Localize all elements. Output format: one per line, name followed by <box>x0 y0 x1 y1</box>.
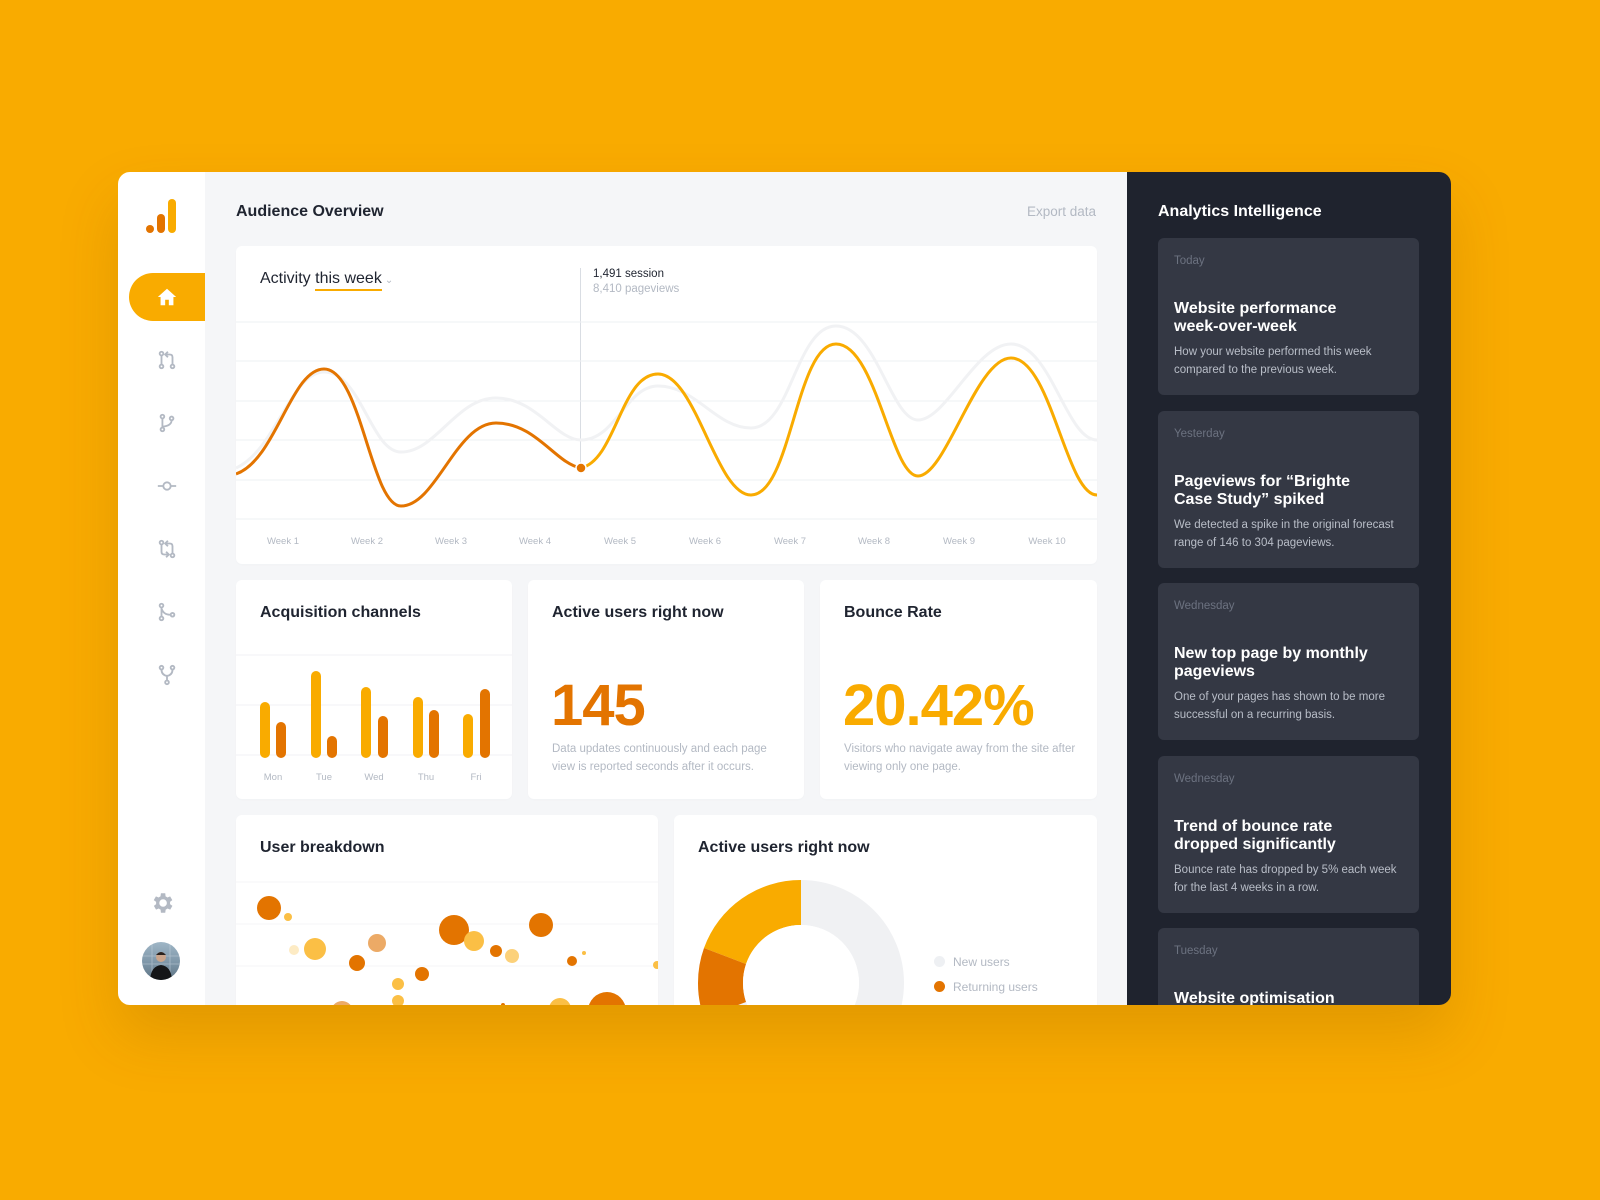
git-fork-icon <box>158 664 176 686</box>
week-label: Week 1 <box>266 536 300 547</box>
insight-date: Today <box>1174 255 1205 267</box>
tooltip-line <box>580 268 581 468</box>
bounce-rate-description: Visitors who navigate away from the site… <box>844 743 1076 773</box>
activity-line-chart[interactable] <box>236 320 1097 530</box>
sidebar-item-pull-request[interactable] <box>129 336 205 384</box>
bounce-rate-title: Bounce Rate <box>844 604 942 621</box>
sidebar-item-fork[interactable] <box>129 651 205 699</box>
bounce-rate-card: Bounce Rate 20.42% Visitors who navigate… <box>820 580 1097 799</box>
user-breakdown-title: User breakdown <box>260 839 385 856</box>
insight-headline: New top page by monthly pageviews <box>1174 645 1368 680</box>
week-label: Week 4 <box>518 536 552 547</box>
tooltip-pageviews: 8,410 pageviews <box>593 283 680 295</box>
week-label: Week 2 <box>350 536 384 547</box>
sidebar-item-compare[interactable] <box>129 525 205 573</box>
donut-legend: New users Returning users <box>934 949 1038 999</box>
day-label: Tue <box>315 772 333 783</box>
user-photo-icon <box>142 942 180 980</box>
panel-title: Analytics Intelligence <box>1158 203 1322 220</box>
git-commit-icon <box>157 481 177 491</box>
week-label: Week 3 <box>434 536 468 547</box>
week-label: Week 7 <box>773 536 807 547</box>
insight-card[interactable]: Wednesday New top page by monthly pagevi… <box>1158 583 1419 740</box>
active-users-donut-card: Active users right now New users Returni… <box>674 815 1097 1005</box>
acquisition-bar-chart[interactable] <box>236 650 512 799</box>
day-label: Wed <box>364 772 384 783</box>
export-data-link[interactable]: Export data <box>1026 204 1096 219</box>
gear-icon[interactable] <box>149 890 175 916</box>
git-branch-icon <box>159 413 175 433</box>
app-window: Audience Overview Export data Activity t… <box>118 172 1451 1005</box>
week-label: Week 6 <box>688 536 722 547</box>
legend-item-new-users[interactable]: New users <box>934 949 1038 974</box>
main-content: Audience Overview Export data Activity t… <box>205 172 1127 1005</box>
insight-headline: Website optimisation <box>1174 990 1335 1005</box>
week-label: Week 10 <box>1028 536 1066 547</box>
legend-label: New users <box>953 954 1010 969</box>
insight-card[interactable]: Tuesday Website optimisation <box>1158 928 1419 1005</box>
legend-label: Returning users <box>953 979 1038 994</box>
insight-date: Tuesday <box>1174 945 1218 957</box>
git-compare-icon <box>158 539 176 559</box>
insight-body: How your website performed this week com… <box>1174 346 1372 376</box>
avatar[interactable] <box>142 942 180 980</box>
active-users-donut-chart[interactable] <box>696 878 906 1005</box>
insight-card[interactable]: Yesterday Pageviews for “Brighte Case St… <box>1158 411 1419 568</box>
active-users-value: 145 <box>551 673 646 738</box>
analytics-intelligence-panel: Analytics Intelligence Today Website per… <box>1127 172 1451 1005</box>
sidebar-item-branch[interactable] <box>129 399 205 447</box>
acquisition-title: Acquisition channels <box>260 604 421 621</box>
activity-title-prefix: Activity <box>260 270 311 287</box>
legend-dot-icon <box>934 956 945 967</box>
activity-card: Activity this week ⌄ 1,491 session 8,410 … <box>236 246 1097 564</box>
insight-date: Wednesday <box>1174 600 1235 612</box>
legend-item-returning-users[interactable]: Returning users <box>934 974 1038 999</box>
active-users-card: Active users right now 145 Data updates … <box>528 580 804 799</box>
git-pull-request-icon <box>158 350 176 370</box>
sidebar-item-home[interactable] <box>129 273 205 321</box>
range-selector[interactable]: this week <box>315 270 382 291</box>
chevron-down-icon[interactable]: ⌄ <box>384 275 394 286</box>
day-label: Mon <box>263 772 283 783</box>
active-users-title: Active users right now <box>552 604 724 621</box>
git-merge-icon <box>158 602 176 622</box>
insight-date: Yesterday <box>1174 428 1225 440</box>
day-label: Thu <box>417 772 435 783</box>
sidebar-item-merge[interactable] <box>129 588 205 636</box>
user-breakdown-bubble-chart[interactable] <box>236 875 658 1005</box>
analytics-logo-icon[interactable] <box>145 198 177 234</box>
acquisition-card: Acquisition channels <box>236 580 512 799</box>
page-title: Audience Overview <box>236 203 384 220</box>
week-label: Week 5 <box>603 536 637 547</box>
day-label: Fri <box>470 772 482 783</box>
insight-body: We detected a spike in the original fore… <box>1174 519 1394 549</box>
sidebar-item-commit[interactable] <box>129 462 205 510</box>
week-axis-labels: Week 1 Week 2 Week 3 Week 4 Week 5 Week … <box>236 536 1097 550</box>
home-icon <box>157 288 177 306</box>
activity-title: Activity this week ⌄ <box>260 270 394 291</box>
insight-body: One of your pages has shown to be more s… <box>1174 691 1385 721</box>
insight-card[interactable]: Today Website performance week-over-week… <box>1158 238 1419 395</box>
bounce-rate-value: 20.42% <box>843 673 1035 738</box>
week-label: Week 9 <box>942 536 976 547</box>
tooltip-sessions: 1,491 session <box>593 268 664 280</box>
insight-headline: Trend of bounce rate dropped significant… <box>1174 818 1336 853</box>
insight-card[interactable]: Wednesday Trend of bounce rate dropped s… <box>1158 756 1419 913</box>
user-breakdown-card: User breakdown <box>236 815 658 1005</box>
insight-date: Wednesday <box>1174 773 1235 785</box>
insight-body: Bounce rate has dropped by 5% each week … <box>1174 864 1397 894</box>
active-users-donut-title: Active users right now <box>698 839 870 856</box>
active-users-description: Data updates continuously and each page … <box>552 743 767 773</box>
legend-dot-icon <box>934 981 945 992</box>
sidebar <box>118 172 205 1005</box>
insight-headline: Website performance week-over-week <box>1174 300 1337 335</box>
insight-headline: Pageviews for “Brighte Case Study” spike… <box>1174 473 1351 508</box>
chart-tooltip: 1,491 session 8,410 pageviews <box>593 268 679 295</box>
week-label: Week 8 <box>857 536 891 547</box>
